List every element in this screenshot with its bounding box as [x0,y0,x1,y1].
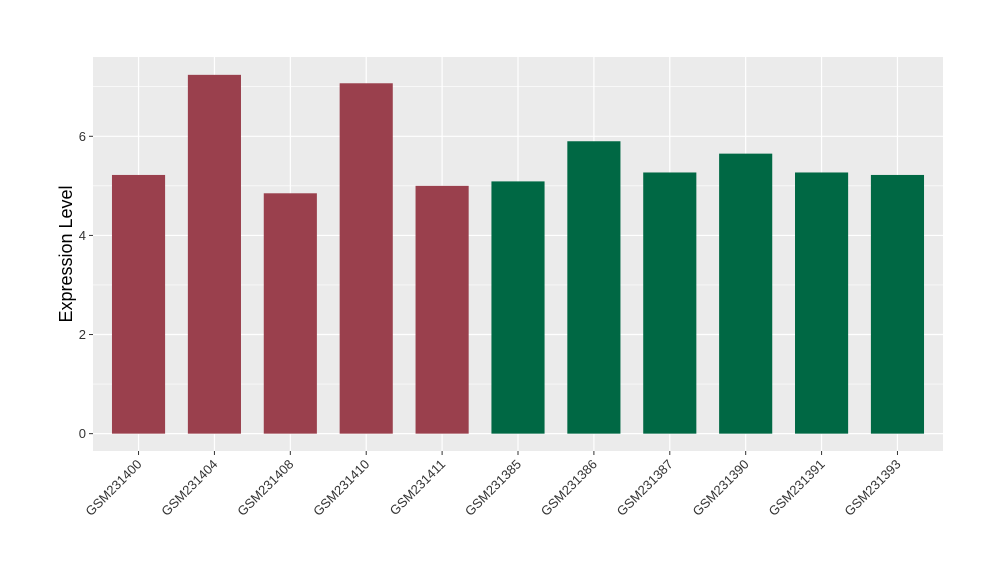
y-tick-label: 0 [79,426,86,441]
x-tick-label: GSM231393 [841,457,903,519]
x-tick-label: GSM231411 [387,457,449,519]
y-tick-label: 6 [79,129,86,144]
bar-gsm231391 [795,172,849,434]
y-axis: 0 2 4 6 [79,129,93,441]
x-tick-label: GSM231408 [234,457,296,519]
bar-gsm231400 [111,174,166,434]
bar-gsm231390 [719,153,773,434]
bar-gsm231393 [870,174,925,434]
x-tick-label: GSM231410 [310,457,372,519]
y-tick-label: 4 [79,228,86,243]
y-axis-title: Expression Level [56,185,76,322]
bar-gsm231404 [187,74,241,434]
bar-gsm231386 [567,141,621,434]
bar-gsm231387 [643,172,697,434]
x-tick-label: GSM231387 [614,457,676,519]
bar-gsm231411 [415,185,469,434]
x-tick-label: GSM231386 [538,457,600,519]
bar-gsm231385 [491,181,545,434]
x-tick-label: GSM231400 [82,457,144,519]
x-tick-label: GSM231390 [690,457,752,519]
x-tick-label: GSM231385 [462,457,524,519]
x-axis: GSM231400 GSM231404 GSM231408 GSM231410 GSM2… [82,451,904,519]
x-tick-label: GSM231391 [765,457,827,519]
bar-gsm231408 [263,193,317,434]
x-tick-label: GSM231404 [158,457,220,519]
y-tick-label: 2 [79,327,86,342]
bar-gsm231410 [339,83,393,434]
bars [111,74,925,434]
